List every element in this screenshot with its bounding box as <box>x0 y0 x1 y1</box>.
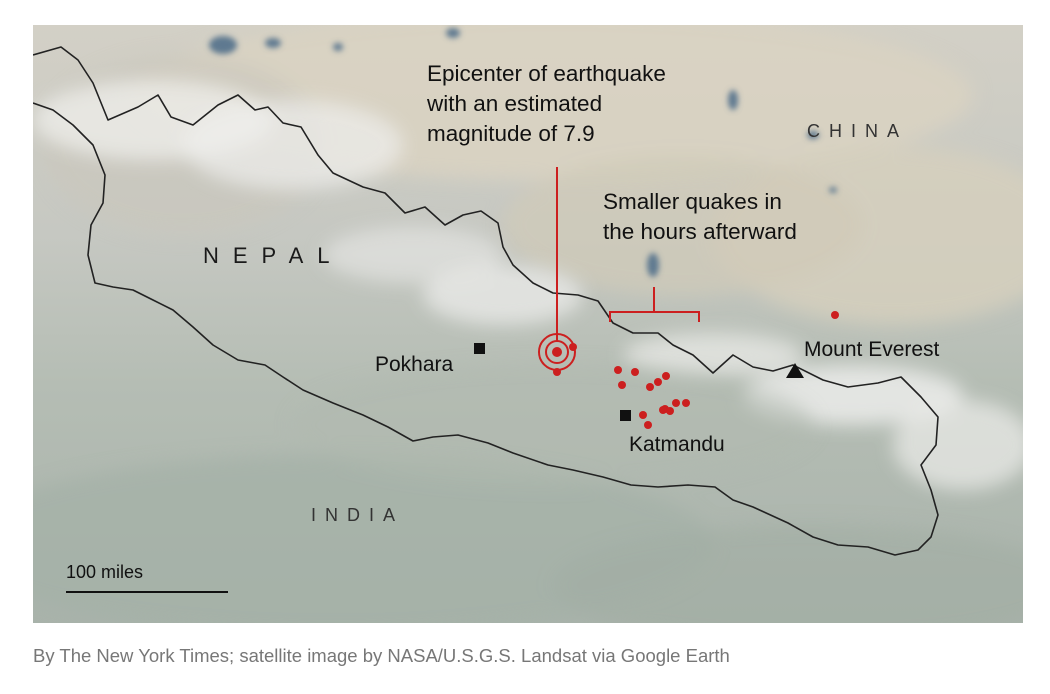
pokhara-marker <box>474 343 485 354</box>
epicenter-annotation: Epicenter of earthquake with an estimate… <box>427 59 666 149</box>
aftershock-dot <box>553 368 561 376</box>
lakes <box>209 28 837 277</box>
aftershock-dot <box>618 381 626 389</box>
aftershock-dot <box>682 399 690 407</box>
aftershock-dot <box>614 366 622 374</box>
aftershock-dot <box>644 421 652 429</box>
aftershock-dot <box>659 406 667 414</box>
aftershock-dot <box>639 411 647 419</box>
himalaya-snow <box>33 80 1023 490</box>
aftershock-dot <box>569 343 577 351</box>
aftershock-dot <box>831 311 839 319</box>
aftershock-dot <box>662 372 670 380</box>
label-pokhara: Pokhara <box>375 353 454 376</box>
aftershock-dots <box>553 311 839 429</box>
aftershock-annotation-line: the hours afterward <box>603 219 797 244</box>
epicenter-annotation-line: magnitude of 7.9 <box>427 121 595 146</box>
label-katmandu: Katmandu <box>629 433 725 456</box>
nepal-border <box>33 46 939 556</box>
label-china: CHINA <box>807 121 909 141</box>
epicenter-annotation-line: with an estimated <box>427 91 603 116</box>
satellite-map: NEPAL CHINA INDIA Pokhara Katmandu Mount… <box>33 25 1023 623</box>
map-canvas <box>33 25 1023 623</box>
label-nepal: NEPAL <box>203 243 344 268</box>
epicenter-annotation-line: Epicenter of earthquake <box>427 61 666 86</box>
scale-label: 100 miles <box>66 562 144 582</box>
aftershock-dot <box>646 383 654 391</box>
aftershock-dot <box>654 378 662 386</box>
everest-marker <box>786 363 804 378</box>
aftershock-bracket <box>609 287 700 322</box>
image-credit: By The New York Times; satellite image b… <box>33 645 730 666</box>
aftershock-dot <box>672 399 680 407</box>
aftershock-dot <box>631 368 639 376</box>
label-mount-everest: Mount Everest <box>804 338 940 361</box>
aftershock-annotation: Smaller quakes in the hours afterward <box>603 187 797 247</box>
aftershock-annotation-line: Smaller quakes in <box>603 189 782 214</box>
katmandu-marker <box>620 410 631 421</box>
plains-shading <box>33 365 1023 623</box>
label-india: INDIA <box>311 505 405 525</box>
aftershock-dot <box>666 407 674 415</box>
